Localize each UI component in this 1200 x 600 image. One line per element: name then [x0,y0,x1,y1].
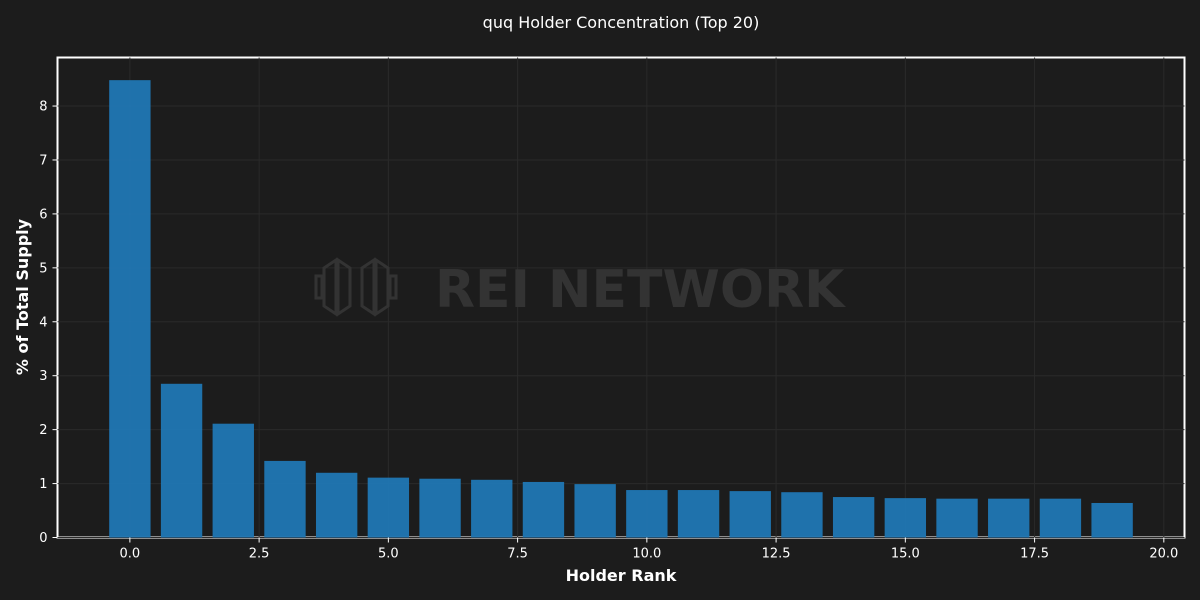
x-tick-label: 2.5 [249,547,270,562]
x-tick-label: 17.5 [1020,547,1049,562]
bar-rank-5 [367,477,410,538]
bar-rank-3 [264,460,306,538]
y-tick-label: 4 [39,315,47,330]
y-tick-label: 6 [39,207,47,222]
y-tick-label: 0 [39,531,47,546]
bar-rank-10 [626,490,668,538]
bar-rank-14 [832,497,875,538]
y-tick-label: 8 [39,100,47,115]
y-tick-label: 3 [39,369,47,384]
y-tick-label: 7 [39,153,47,168]
bar-rank-7 [471,479,513,538]
watermark-text: REI NETWORK [435,260,846,320]
bar-rank-9 [574,484,616,538]
bars [109,80,1133,538]
y-tick-label: 1 [39,477,47,492]
bar-rank-13 [781,492,823,538]
rei-logo-icon [314,257,398,317]
y-tick-label: 2 [39,423,47,438]
bar-rank-15 [884,498,927,538]
y-tick-label: 5 [39,261,47,276]
bar-rank-19 [1091,502,1133,538]
chart-title: quq Holder Concentration (Top 20) [483,13,760,32]
bar-rank-0 [109,80,151,538]
bar-rank-16 [936,498,978,538]
bar-rank-18 [1039,498,1082,538]
bar-rank-2 [212,423,254,538]
bar-rank-4 [315,472,358,538]
y-axis-ticks: 0 1 2 3 4 5 6 7 8 [39,100,58,546]
bar-rank-11 [677,490,720,538]
bar-rank-8 [522,481,565,538]
bar-rank-17 [988,498,1030,538]
x-tick-label: 10.0 [632,547,661,562]
bar-rank-6 [419,478,461,538]
x-tick-label: 12.5 [762,547,791,562]
watermark: REI NETWORK [314,257,846,320]
bar-rank-1 [160,383,203,538]
x-tick-label: 0.0 [120,547,141,562]
x-tick-label: 20.0 [1149,547,1178,562]
x-axis-label: Holder Rank [566,566,677,585]
x-tick-label: 15.0 [891,547,920,562]
y-axis-label: % of Total Supply [13,218,32,375]
x-tick-label: 7.5 [507,547,528,562]
bar-rank-12 [729,491,771,538]
x-axis-ticks: 0.0 2.5 5.0 7.5 10.0 12.5 15.0 17.5 20.0 [120,537,1178,562]
x-tick-label: 5.0 [378,547,399,562]
